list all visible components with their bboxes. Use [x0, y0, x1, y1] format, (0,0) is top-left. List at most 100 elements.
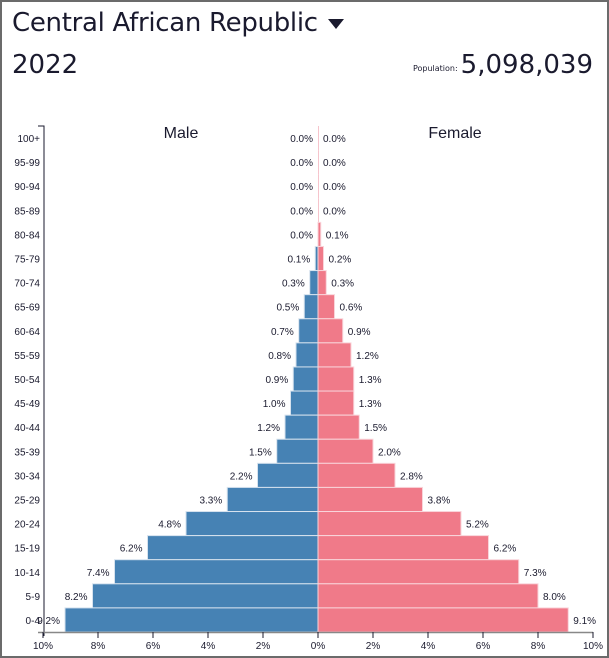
label-female-5-9: 8.0%: [543, 592, 566, 603]
label-male-30-34: 2.2%: [230, 471, 253, 482]
label-female-55-59: 1.2%: [356, 351, 379, 362]
label-male-80-84: 0.0%: [290, 230, 313, 241]
label-male-100+: 0.0%: [290, 134, 313, 145]
label-female-20-24: 5.2%: [466, 520, 489, 531]
bar-male-55-59: [295, 342, 319, 368]
bar-female-35-39: [317, 438, 374, 464]
label-male-10-14: 7.4%: [87, 568, 110, 579]
bar-male-15-19: [147, 535, 319, 561]
label-male-90-94: 0.0%: [290, 182, 313, 193]
y-axis-line: [38, 125, 45, 636]
label-female-35-39: 2.0%: [378, 447, 401, 458]
y-tick-label-45-49: 45-49: [14, 399, 40, 410]
bar-male-50-54: [292, 366, 319, 392]
caret-down-icon[interactable]: [327, 18, 344, 29]
bar-female-0-4: [317, 607, 569, 633]
label-female-75-79: 0.2%: [329, 255, 352, 266]
bar-female-5-9: [317, 583, 539, 609]
x-axis: 10% 8% 6% 4% 2% 0% 2% 4% 6% 8% 10%: [33, 631, 603, 652]
bar-male-35-39: [276, 438, 319, 464]
label-male-15-19: 6.2%: [120, 544, 143, 555]
bar-female-10-14: [317, 559, 520, 585]
country-name[interactable]: Central African Republic: [12, 8, 318, 38]
label-male-35-39: 1.5%: [249, 447, 272, 458]
x-tick-label: 8%: [91, 641, 106, 652]
label-female-70-74: 0.3%: [331, 279, 354, 290]
bar-female-70-74: [317, 270, 327, 296]
bar-female-50-54: [317, 366, 355, 392]
legend-male: Male: [164, 125, 199, 142]
y-tick-label-5-9: 5-9: [26, 592, 41, 603]
x-tick-label: 8%: [531, 641, 546, 652]
y-tick-label-60-64: 60-64: [14, 327, 40, 338]
label-male-50-54: 0.9%: [265, 375, 288, 386]
label-female-40-44: 1.5%: [364, 423, 387, 434]
label-male-75-79: 0.1%: [287, 255, 310, 266]
bar-female-55-59: [317, 342, 352, 368]
y-tick-label-20-24: 20-24: [14, 520, 40, 531]
x-tick-label: 2%: [366, 641, 381, 652]
label-female-90-94: 0.0%: [323, 182, 346, 193]
y-tick-label-65-69: 65-69: [14, 303, 40, 314]
x-tick-label: 4%: [421, 641, 436, 652]
x-tick-label: 4%: [201, 641, 216, 652]
bar-female-60-64: [317, 318, 344, 344]
label-female-85-89: 0.0%: [323, 206, 346, 217]
y-tick-label-90-94: 90-94: [14, 182, 40, 193]
label-male-45-49: 1.0%: [263, 399, 286, 410]
label-female-60-64: 0.9%: [348, 327, 371, 338]
value-labels-layer: 0.0% 0.0% 0.0% 0.0% 0.0% 0.0% 0.0% 0.0% 0.0% 0.1%…: [37, 134, 596, 627]
bar-female-40-44: [317, 414, 360, 440]
bar-female-25-29: [317, 486, 423, 513]
bar-male-0-4: [64, 607, 319, 633]
bar-female-30-34: [317, 462, 396, 488]
y-tick-label-35-39: 35-39: [14, 447, 40, 458]
label-female-95-99: 0.0%: [323, 158, 346, 169]
label-female-25-29: 3.8%: [428, 495, 451, 506]
label-female-65-69: 0.6%: [340, 303, 363, 314]
label-female-80-84: 0.1%: [326, 230, 349, 241]
y-tick-label-30-34: 30-34: [14, 471, 40, 482]
x-tick-label: 2%: [256, 641, 271, 652]
label-male-20-24: 4.8%: [158, 520, 181, 531]
label-female-15-19: 6.2%: [494, 544, 517, 555]
y-tick-label-85-89: 85-89: [14, 206, 40, 217]
population-label: Population:: [412, 64, 458, 73]
label-male-95-99: 0.0%: [290, 158, 313, 169]
label-male-65-69: 0.5%: [276, 303, 299, 314]
x-tick-label: 10%: [583, 641, 603, 652]
bar-male-10-14: [114, 559, 319, 585]
label-male-55-59: 0.8%: [268, 351, 291, 362]
legend-female: Female: [428, 125, 481, 142]
population-value: 5,098,039: [460, 50, 593, 80]
y-tick-label-50-54: 50-54: [14, 375, 40, 386]
bar-male-30-34: [257, 462, 319, 488]
y-tick-label-15-19: 15-19: [14, 544, 40, 555]
bar-male-40-44: [284, 414, 319, 440]
country-selector[interactable]: Central African Republic: [12, 8, 344, 38]
y-tick-label-75-79: 75-79: [14, 255, 40, 266]
y-tick-label-10-14: 10-14: [14, 568, 40, 579]
bar-male-65-69: [303, 294, 319, 320]
bar-male-20-24: [185, 511, 319, 537]
y-tick-label-0-4: 0-4: [26, 616, 41, 627]
label-male-85-89: 0.0%: [290, 206, 313, 217]
y-tick-label-95-99: 95-99: [14, 158, 40, 169]
bar-female-65-69: [317, 294, 335, 320]
bar-female-45-49: [317, 390, 355, 416]
y-tick-label-80-84: 80-84: [14, 230, 40, 241]
bar-male-25-29: [226, 486, 319, 513]
x-tick-label: 0%: [311, 641, 326, 652]
bar-female-20-24: [317, 511, 462, 537]
label-male-40-44: 1.2%: [257, 423, 280, 434]
bar-female-15-19: [317, 535, 489, 561]
label-female-100+: 0.0%: [323, 134, 346, 145]
label-female-10-14: 7.3%: [524, 568, 547, 579]
label-female-45-49: 1.3%: [359, 399, 382, 410]
x-tick-label: 6%: [146, 641, 161, 652]
label-female-30-34: 2.8%: [400, 471, 423, 482]
bar-male-45-49: [290, 390, 319, 416]
bar-male-70-74: [309, 270, 319, 296]
y-axis: 100+ 95-99 90-94 85-89 80-84 75-79 70-74 65-69 6…: [14, 125, 45, 636]
